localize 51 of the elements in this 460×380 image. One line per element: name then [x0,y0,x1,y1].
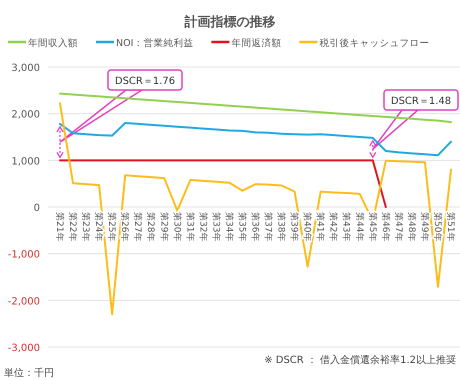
x-tick-label: 第34年 [223,212,234,242]
x-tick-label: 第25年 [106,212,118,242]
callout: DSCR＝1.48 [372,89,459,150]
x-tick-label: 第27年 [132,212,144,242]
x-tick-label: 第44年 [354,212,365,242]
x-tick-label: 第26年 [119,212,130,242]
x-tick-label: 第23年 [80,212,92,242]
legend-label: 税引後キャッシュフロー [319,37,430,49]
x-tick-label: 第24年 [93,212,104,242]
x-tick-label: 第45年 [366,212,378,242]
text: ※ DSCR ： 借入金償還余裕率1.2以上推奨 [264,354,456,366]
x-tick-label: 第32年 [197,212,208,242]
y-tick-label: 2,000 [11,110,40,121]
line-series [59,92,452,124]
x-tick-label: 第33年 [210,212,222,242]
x-tick-label: 第49年 [418,212,430,242]
x-tick-label: 第42年 [328,212,339,242]
annotation: DSCR＝1.76 [114,76,176,87]
annotation: DSCR＝1.48 [390,96,452,107]
legend-label: 年間収入額 [28,37,78,49]
legend-label: 年間返済額 [231,37,282,49]
x-tick-label: 第30年 [171,212,182,242]
y-tick-label: -2,000 [8,296,40,308]
x-tick-label: 第28年 [145,212,156,242]
x-tick-label: 第51年 [445,212,456,242]
x-tick-label: 第31年 [184,212,196,242]
line-series [59,122,452,156]
x-tick-label: 第22年 [67,212,78,242]
x-tick-label: 第40年 [302,212,313,242]
x-tick-label: 第39年 [288,212,300,242]
x-tick-label: 第37年 [262,212,274,242]
callout: DSCR＝1.76 [59,69,183,143]
x-tick-label: 第35年 [236,212,248,242]
y-tick-label: 0 [34,203,40,214]
x-tick-label: 第43年 [340,212,352,242]
x-tick-label: 第21年 [54,212,65,242]
x-tick-label: 第36年 [250,212,260,242]
y-tick-label: 1,000 [11,156,40,168]
text: 単位：千円 [4,367,54,379]
x-tick-label: 第41年 [314,212,326,242]
chart-title: 計画指標の推移 [184,14,276,30]
legend-label: NOI：営業純利益 [116,37,194,49]
x-tick-label: 第48年 [406,212,417,242]
x-tick-label: 第47年 [392,212,404,242]
x-tick-label: 第29年 [158,212,170,242]
y-tick-label: 3,000 [11,63,40,74]
y-tick-label: -1,000 [8,250,40,261]
x-tick-label: 第38年 [276,212,287,242]
x-tick-label: 第50年 [432,212,443,242]
y-tick-label: -3,000 [8,343,40,354]
x-tick-label: 第46年 [380,212,391,242]
